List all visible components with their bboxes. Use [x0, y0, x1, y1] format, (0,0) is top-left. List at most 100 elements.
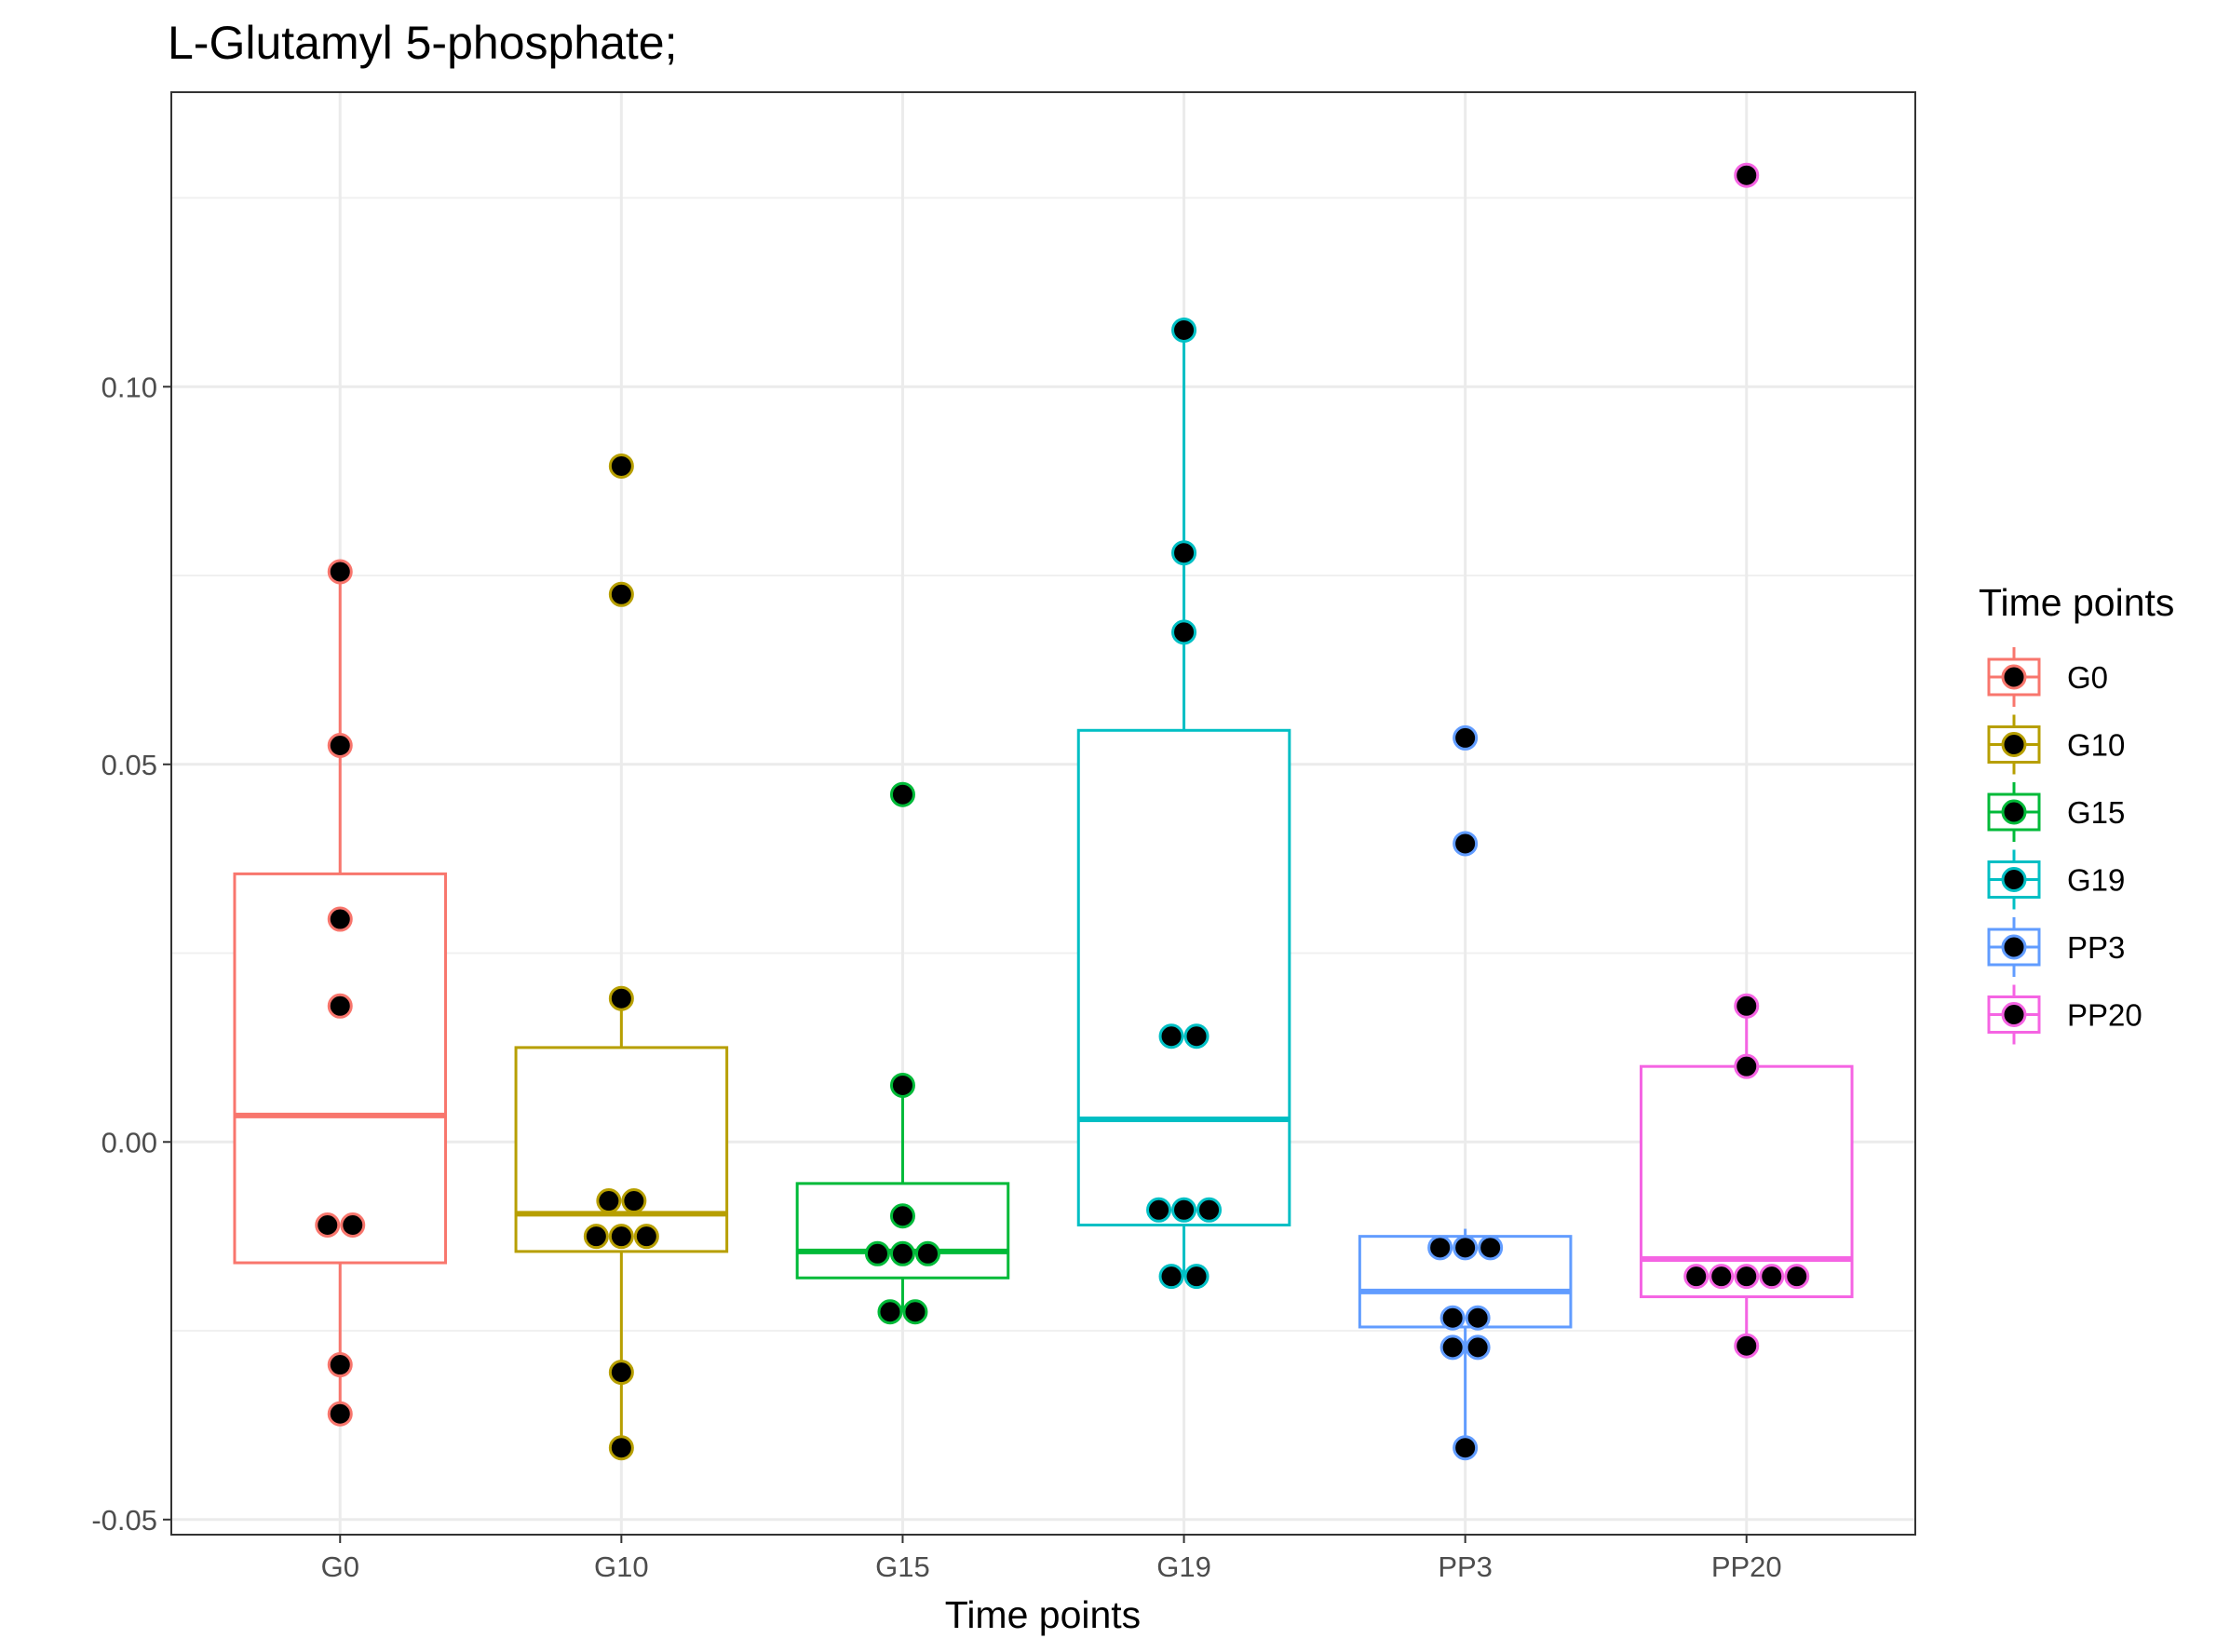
data-point	[1683, 1264, 1710, 1290]
data-point	[1453, 724, 1479, 751]
x-axis: G0 G10 G15 G19 PP3 PP20	[321, 1535, 1782, 1583]
data-point	[1171, 317, 1197, 343]
legend-key-point	[2001, 664, 2027, 690]
data-point	[583, 1224, 609, 1250]
legend-item-G19: G19	[1987, 849, 2125, 910]
x-tick-label: G0	[321, 1550, 359, 1583]
plot-panel-border	[170, 91, 1916, 1536]
chart-title: L-Glutamyl 5-phosphate;	[168, 17, 678, 69]
legend-label: G10	[2067, 728, 2125, 763]
legend-items: G0 G10 G15 G19 PP3 PP20	[1987, 647, 2142, 1045]
data-point	[1427, 1235, 1453, 1261]
data-point	[1759, 1264, 1785, 1290]
data-point	[608, 453, 634, 479]
data-point	[327, 559, 353, 585]
y-tick-label: 0.10	[101, 371, 157, 403]
box-G0	[233, 571, 448, 1415]
legend-key-point	[2001, 732, 2027, 757]
box-iqr	[1076, 728, 1291, 1226]
legend-label: PP20	[2067, 998, 2142, 1033]
box-iqr	[1639, 1064, 1854, 1299]
data-point	[608, 1224, 634, 1250]
legend-key-point	[2001, 867, 2027, 892]
data-point	[889, 781, 915, 807]
data-point	[1734, 993, 1760, 1019]
data-point	[1734, 1333, 1760, 1359]
data-point	[889, 1240, 915, 1266]
data-point	[889, 1072, 915, 1098]
box-iqr	[233, 872, 448, 1265]
box-G10	[514, 998, 729, 1448]
box-G19	[1076, 330, 1291, 1277]
data-point	[327, 906, 353, 932]
data-point	[1439, 1305, 1466, 1331]
data-point	[1453, 1235, 1479, 1261]
legend-label: G0	[2067, 660, 2108, 695]
data-point	[1465, 1334, 1491, 1361]
data-point	[1183, 1264, 1210, 1290]
legend-label: G15	[2067, 795, 2125, 830]
data-point	[1734, 1264, 1760, 1290]
data-point	[327, 993, 353, 1019]
data-point	[621, 1188, 647, 1214]
data-point	[1158, 1023, 1184, 1049]
data-point	[1158, 1264, 1184, 1290]
data-point	[327, 733, 353, 759]
data-point	[327, 1401, 353, 1427]
legend-item-PP3: PP3	[1987, 917, 2125, 977]
data-point	[608, 985, 634, 1011]
data-point	[1171, 540, 1197, 566]
x-tick-label: G15	[875, 1550, 930, 1583]
minor-gridlines	[171, 196, 1915, 1333]
data-point	[327, 1352, 353, 1378]
x-tick-label: G10	[594, 1550, 649, 1583]
data-point	[1709, 1264, 1735, 1290]
data-point	[1183, 1023, 1210, 1049]
data-point	[315, 1212, 341, 1238]
legend-label: G19	[2067, 863, 2125, 898]
legend-item-G0: G0	[1987, 647, 2108, 707]
data-point	[877, 1299, 903, 1325]
x-axis-title: Time points	[945, 1593, 1141, 1636]
legend-label: PP3	[2067, 930, 2125, 965]
legend-item-PP20: PP20	[1987, 984, 2142, 1045]
data-point	[1453, 831, 1479, 857]
data-point	[340, 1212, 366, 1238]
point-layer	[315, 162, 1810, 1461]
legend-key-point	[2001, 1002, 2027, 1027]
y-axis: -0.05 0.00 0.05 0.10	[91, 371, 171, 1537]
x-tick-label: G19	[1156, 1550, 1211, 1583]
data-point	[902, 1299, 928, 1325]
data-point	[1196, 1197, 1223, 1223]
data-point	[1146, 1197, 1172, 1223]
box-iqr	[514, 1046, 729, 1253]
data-point	[1784, 1264, 1810, 1290]
data-point	[1171, 1197, 1197, 1223]
x-tick-label: PP3	[1438, 1550, 1493, 1583]
data-point	[608, 581, 634, 607]
plot-panel-background	[171, 92, 1915, 1535]
data-point	[1734, 1053, 1760, 1079]
data-point	[1734, 162, 1760, 188]
data-point	[889, 1203, 915, 1229]
data-point	[608, 1360, 634, 1386]
data-point	[633, 1224, 659, 1250]
legend-key-point	[2001, 934, 2027, 960]
box-layer	[233, 330, 1854, 1448]
legend-item-G15: G15	[1987, 782, 2125, 842]
x-tick-label: PP20	[1711, 1550, 1782, 1583]
box-PP20	[1639, 1006, 1854, 1347]
y-tick-label: 0.00	[101, 1126, 157, 1158]
data-point	[1478, 1235, 1504, 1261]
legend-title: Time points	[1979, 581, 2174, 624]
legend-item-G10: G10	[1987, 714, 2125, 775]
y-tick-label: 0.05	[101, 749, 157, 781]
data-point	[1171, 619, 1197, 645]
data-point	[608, 1435, 634, 1461]
data-point	[914, 1240, 940, 1266]
data-point	[1465, 1305, 1491, 1331]
legend-key-point	[2001, 799, 2027, 825]
legend: Time points G0 G10 G15 G19 PP3 PP20	[1979, 581, 2174, 1045]
y-tick-label: -0.05	[91, 1504, 157, 1537]
